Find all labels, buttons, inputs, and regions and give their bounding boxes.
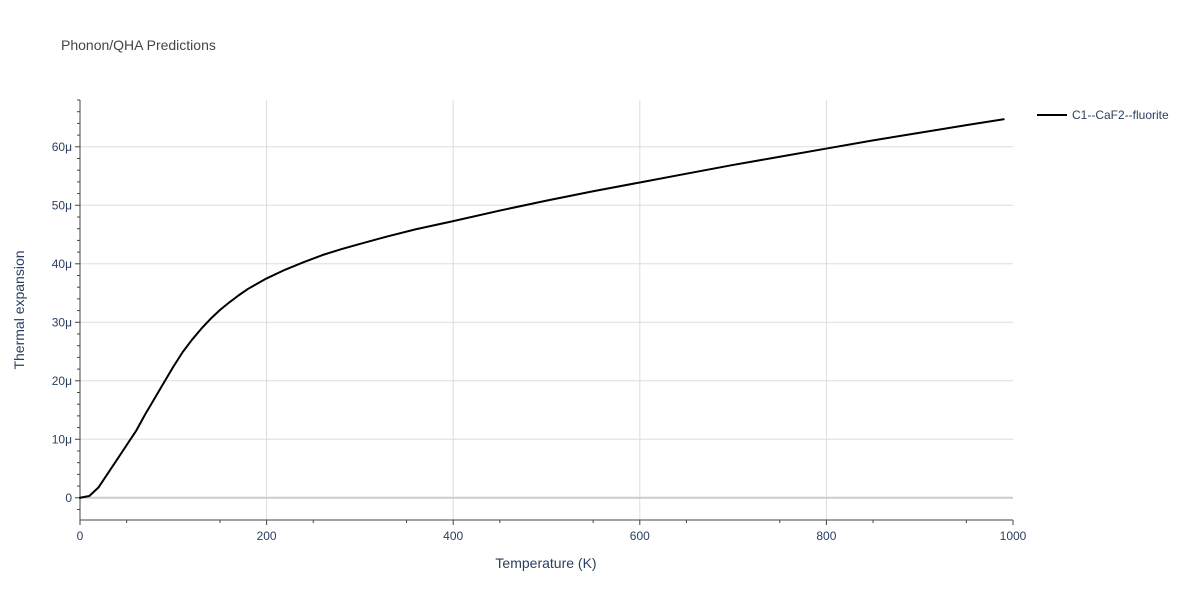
y-tick-label: 40μ (52, 257, 72, 271)
chart-title: Phonon/QHA Predictions (61, 37, 216, 53)
y-axis-title: Thermal expansion (11, 250, 27, 369)
legend[interactable]: C1--CaF2--fluorite (1037, 108, 1169, 122)
x-axis-title: Temperature (K) (495, 555, 596, 571)
y-tick-label: 0 (65, 491, 72, 505)
x-tick-label: 200 (257, 529, 277, 543)
y-tick-label: 20μ (52, 374, 72, 388)
series-line-1 (79, 118, 1005, 499)
y-tick-label: 60μ (52, 140, 72, 154)
x-tick-label: 800 (816, 529, 836, 543)
series-layer (79, 118, 1005, 499)
x-tick-label: 0 (77, 529, 84, 543)
axis-layer: 0 200 400 600 800 1000 0 10μ 20μ 30μ 40μ 50μ 60μ (52, 99, 1027, 543)
legend-label: C1--CaF2--fluorite (1072, 108, 1169, 122)
y-tick-label: 10μ (52, 432, 72, 446)
x-tick-label: 400 (443, 529, 463, 543)
x-tick-label: 1000 (1000, 529, 1027, 543)
y-tick-label: 30μ (52, 315, 72, 329)
x-tick-label: 600 (630, 529, 650, 543)
grid-layer (80, 100, 1013, 520)
y-tick-label: 50μ (52, 198, 72, 212)
